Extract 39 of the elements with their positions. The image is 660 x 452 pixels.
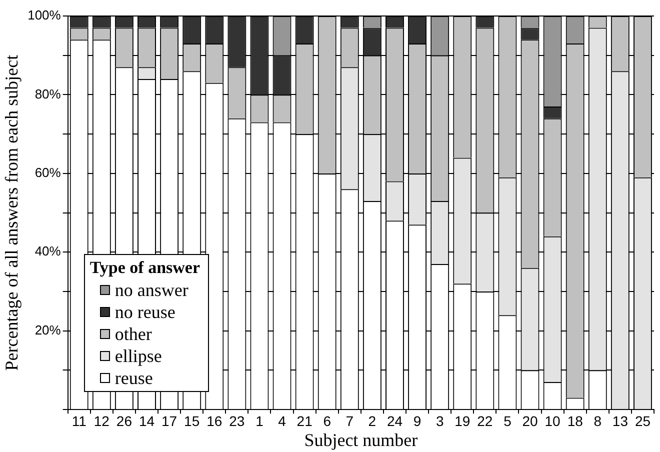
x-tick-label: 26 [116, 412, 132, 429]
x-tick-label: 1 [256, 412, 264, 429]
x-tick-label: 2 [368, 412, 376, 429]
x-tick-label: 13 [612, 412, 628, 429]
x-tick-label: 6 [323, 412, 332, 429]
x-tick-label: 19 [454, 412, 470, 429]
legend-label: ellipse [114, 344, 162, 367]
y-tick-label: 20% [34, 322, 62, 338]
x-tick-label: 3 [436, 412, 444, 429]
x-tick-label: 14 [138, 412, 155, 429]
legend-label: no answer [114, 278, 188, 301]
x-tick-label: 21 [296, 412, 313, 429]
legend-title: Type of answer [90, 256, 200, 279]
legend-label: other [114, 322, 152, 345]
x-tick-label: 22 [477, 412, 493, 429]
y-tick-label: 40% [34, 244, 62, 259]
x-tick-label: 10 [544, 412, 561, 429]
y-tick-label: 60% [34, 165, 62, 180]
x-tick-label: 15 [184, 412, 200, 429]
y-tick-label: 80% [34, 86, 62, 102]
x-tick-label: 17 [162, 412, 178, 429]
x-tick-label: 23 [229, 412, 245, 429]
x-axis-title: Subject number [304, 430, 418, 450]
x-tick-label: 5 [504, 412, 512, 429]
x-tick-label: 18 [567, 412, 584, 429]
x-tick-label: 12 [94, 412, 110, 429]
series-label: reuse [114, 366, 153, 389]
y-tick-label: 100% [28, 8, 62, 23]
legend-label: no reuse [114, 300, 176, 323]
x-tick-label: 8 [594, 412, 602, 429]
x-tick-label: 9 [413, 412, 422, 429]
y-axis-title: Percentage of all answers from each subject [2, 54, 22, 371]
x-tick-label: 25 [634, 412, 651, 429]
x-tick-label: 20 [522, 412, 538, 429]
x-tick-label: 24 [386, 412, 403, 429]
x-tick-label: 16 [206, 412, 222, 429]
x-tick-label: 7 [346, 412, 354, 429]
x-tick-label: 4 [278, 412, 286, 429]
x-tick-label: 11 [72, 412, 87, 429]
